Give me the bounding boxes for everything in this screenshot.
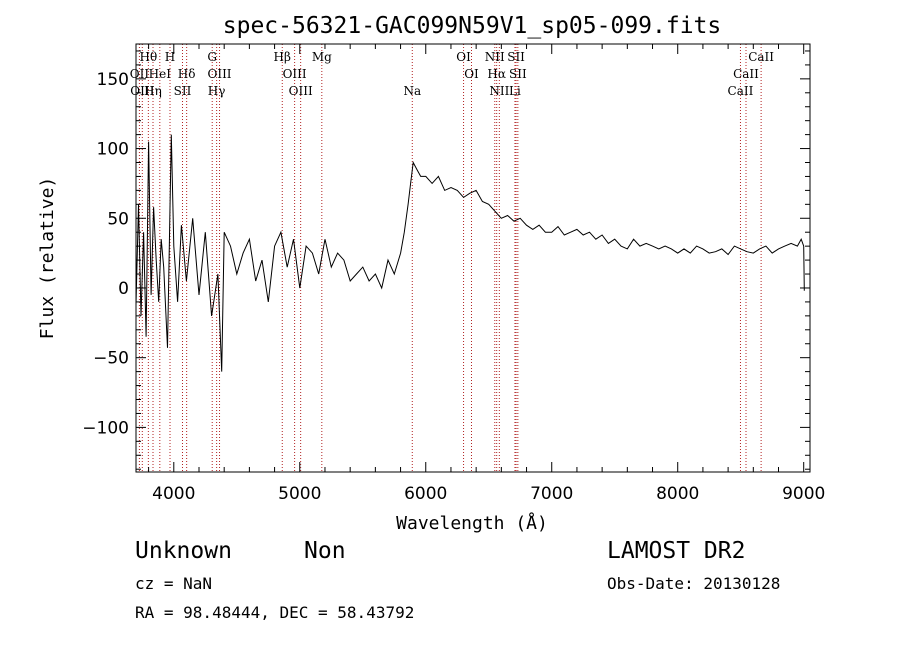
line-marker-label: Mg (312, 50, 332, 64)
y-tick-label: −100 (82, 418, 129, 438)
x-axis: 4000 5000 6000 7000 8000 9000 (148, 44, 825, 504)
line-marker-label: OIII (283, 67, 307, 81)
y-tick-label: −50 (93, 349, 129, 369)
line-marker-label: OI (456, 50, 471, 64)
x-tick-label: 4000 (152, 484, 195, 504)
redshift-readout: cz = NaN (135, 574, 213, 593)
line-marker-label: Hθ (139, 50, 157, 64)
y-tick-label: 150 (97, 70, 129, 90)
y-tick-label: 100 (97, 140, 129, 160)
line-marker-label: SII (507, 50, 525, 64)
line-marker-label: Hβ (274, 50, 291, 64)
line-marker-label: Hα (487, 67, 506, 81)
line-marker-label: Na (403, 84, 421, 98)
line-marker-label: HeI (149, 67, 172, 81)
x-axis-label: Wavelength (Å) (396, 512, 548, 534)
line-marker-label: Hγ (208, 84, 226, 98)
survey-name: LAMOST DR2 (607, 538, 746, 564)
x-tick-label: 9000 (782, 484, 825, 504)
spectrum-line (135, 134, 805, 372)
x-tick-label: 8000 (656, 484, 699, 504)
object-subclass: Non (304, 538, 346, 564)
x-tick-label: 6000 (404, 484, 447, 504)
y-tick-label: 50 (107, 209, 129, 229)
line-marker-label: CaII (728, 84, 754, 98)
y-tick-label: 0 (118, 279, 129, 299)
line-marker-label: Hη (144, 84, 162, 98)
line-marker-label: SII (509, 67, 527, 81)
object-class: Unknown (135, 538, 232, 564)
line-marker-label: OI (464, 67, 479, 81)
line-marker-group (138, 44, 762, 472)
line-marker-label: H (165, 50, 175, 64)
line-marker-label: Hδ (178, 67, 196, 81)
line-marker-label: Li (509, 84, 521, 98)
x-tick-label: 7000 (530, 484, 573, 504)
y-axis: −100 −50 0 50 100 150 (82, 50, 810, 470)
chart-title: spec-56321-GAC099N59V1_sp05-099.fits (223, 13, 722, 39)
line-marker-label: NII (489, 84, 509, 98)
line-marker-label: G (207, 50, 217, 64)
line-marker-label: OII (130, 67, 150, 81)
line-marker-label: OIII (207, 67, 231, 81)
x-tick-label: 5000 (278, 484, 321, 504)
plot-frame (135, 43, 811, 473)
line-marker-label: NII (485, 50, 505, 64)
line-marker-label: CaII (748, 50, 774, 64)
y-axis-label: Flux (relative) (37, 177, 58, 340)
coordinates-readout: RA = 98.48444, DEC = 58.43792 (135, 603, 415, 622)
line-marker-label: SII (174, 84, 192, 98)
line-marker-label: CaII (733, 67, 759, 81)
spectrum-group (135, 134, 805, 372)
observation-date: Obs-Date: 20130128 (607, 574, 781, 593)
line-marker-label: OIII (289, 84, 313, 98)
